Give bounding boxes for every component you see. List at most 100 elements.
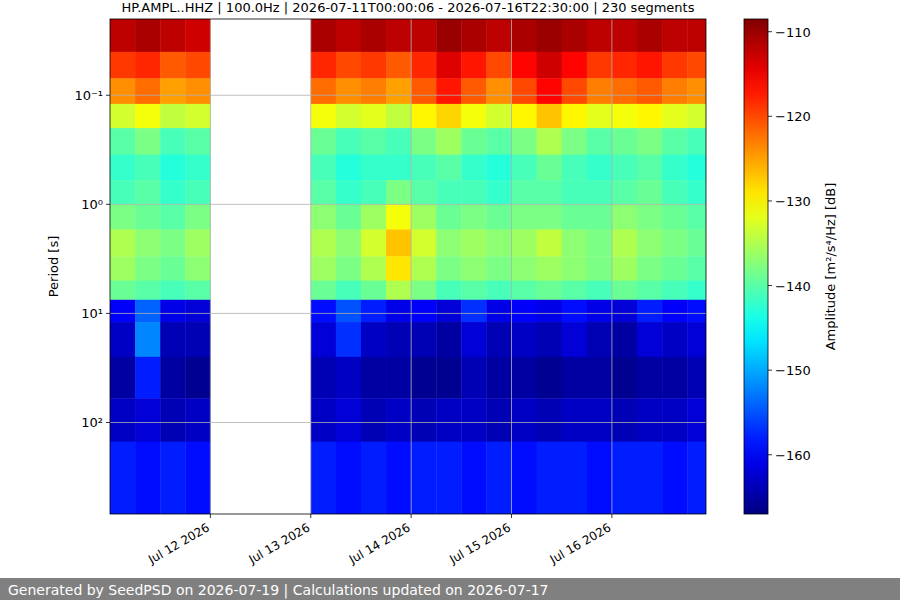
tick xyxy=(210,514,211,518)
cell xyxy=(662,398,687,442)
cell xyxy=(587,78,612,104)
colorbar-tick xyxy=(768,370,772,371)
cell xyxy=(311,52,336,79)
cell xyxy=(160,78,185,104)
cell xyxy=(135,78,160,104)
cell xyxy=(311,204,336,230)
colorbar-title: Amplitude [m²/s⁴/Hz] [dB] xyxy=(823,183,838,351)
cell xyxy=(311,155,336,181)
cell xyxy=(486,322,511,357)
cell xyxy=(662,128,687,155)
tick xyxy=(106,422,110,423)
cell xyxy=(436,52,461,79)
cell xyxy=(135,398,160,442)
grid-line xyxy=(611,19,612,514)
cell xyxy=(361,256,386,281)
colorbar-tick-label: −140 xyxy=(775,279,811,294)
cell xyxy=(562,281,587,301)
grid-line xyxy=(411,19,412,514)
colorbar-tick xyxy=(768,200,772,201)
cell xyxy=(461,128,486,155)
grid-line xyxy=(110,95,706,96)
tick xyxy=(310,514,311,518)
cell xyxy=(160,357,185,399)
cell xyxy=(361,204,386,230)
cell xyxy=(411,300,436,323)
tick xyxy=(411,514,412,518)
cell xyxy=(110,398,135,442)
cell xyxy=(411,256,436,281)
cell xyxy=(436,300,461,323)
cell xyxy=(311,357,336,399)
cell xyxy=(486,300,511,323)
cell xyxy=(486,357,511,399)
cell xyxy=(160,442,185,514)
cell xyxy=(537,128,562,155)
cell xyxy=(687,229,706,256)
cell xyxy=(110,322,135,357)
cell xyxy=(436,204,461,230)
cell xyxy=(110,204,135,230)
cell xyxy=(687,300,706,323)
cell xyxy=(587,104,612,129)
cell xyxy=(361,19,386,52)
cell xyxy=(185,398,210,442)
cell xyxy=(386,398,411,442)
tick-label: Jul 15 2026 xyxy=(446,520,513,567)
cell xyxy=(662,229,687,256)
cell xyxy=(612,281,637,301)
cell xyxy=(185,281,210,301)
cell xyxy=(662,78,687,104)
cell xyxy=(185,204,210,230)
cell xyxy=(637,78,662,104)
cell xyxy=(361,229,386,256)
cell xyxy=(637,300,662,323)
cell xyxy=(311,300,336,323)
tick-label: 10⁻¹ xyxy=(74,88,103,103)
cell xyxy=(512,322,537,357)
cell xyxy=(436,19,461,52)
tick-label: Jul 16 2026 xyxy=(547,520,614,567)
cell xyxy=(135,204,160,230)
grid-line xyxy=(110,422,706,423)
cell xyxy=(512,300,537,323)
cell xyxy=(587,155,612,181)
cell xyxy=(562,204,587,230)
cell xyxy=(386,281,411,301)
cell xyxy=(486,442,511,514)
cell xyxy=(537,322,562,357)
cell xyxy=(562,180,587,205)
cell xyxy=(361,78,386,104)
cell xyxy=(562,128,587,155)
cell xyxy=(461,357,486,399)
cell xyxy=(687,180,706,205)
cell xyxy=(587,52,612,79)
cell xyxy=(512,19,537,52)
cell xyxy=(311,281,336,301)
cell xyxy=(411,357,436,399)
cell xyxy=(160,281,185,301)
cell xyxy=(461,256,486,281)
cell xyxy=(512,180,537,205)
cell xyxy=(662,204,687,230)
cell xyxy=(311,128,336,155)
cell xyxy=(386,155,411,181)
cell xyxy=(662,256,687,281)
cell xyxy=(386,256,411,281)
cell xyxy=(160,180,185,205)
cell xyxy=(411,204,436,230)
cell xyxy=(160,19,185,52)
tick-label: 10¹ xyxy=(81,306,103,321)
cell xyxy=(436,398,461,442)
cell xyxy=(336,19,361,52)
colorbar-tick-label: −120 xyxy=(775,109,811,124)
cell xyxy=(311,322,336,357)
cell xyxy=(361,357,386,399)
cell xyxy=(461,204,486,230)
cell xyxy=(336,398,361,442)
cell xyxy=(612,398,637,442)
cell xyxy=(110,300,135,323)
cell xyxy=(436,229,461,256)
colorbar-tick xyxy=(768,31,772,32)
cell xyxy=(386,204,411,230)
